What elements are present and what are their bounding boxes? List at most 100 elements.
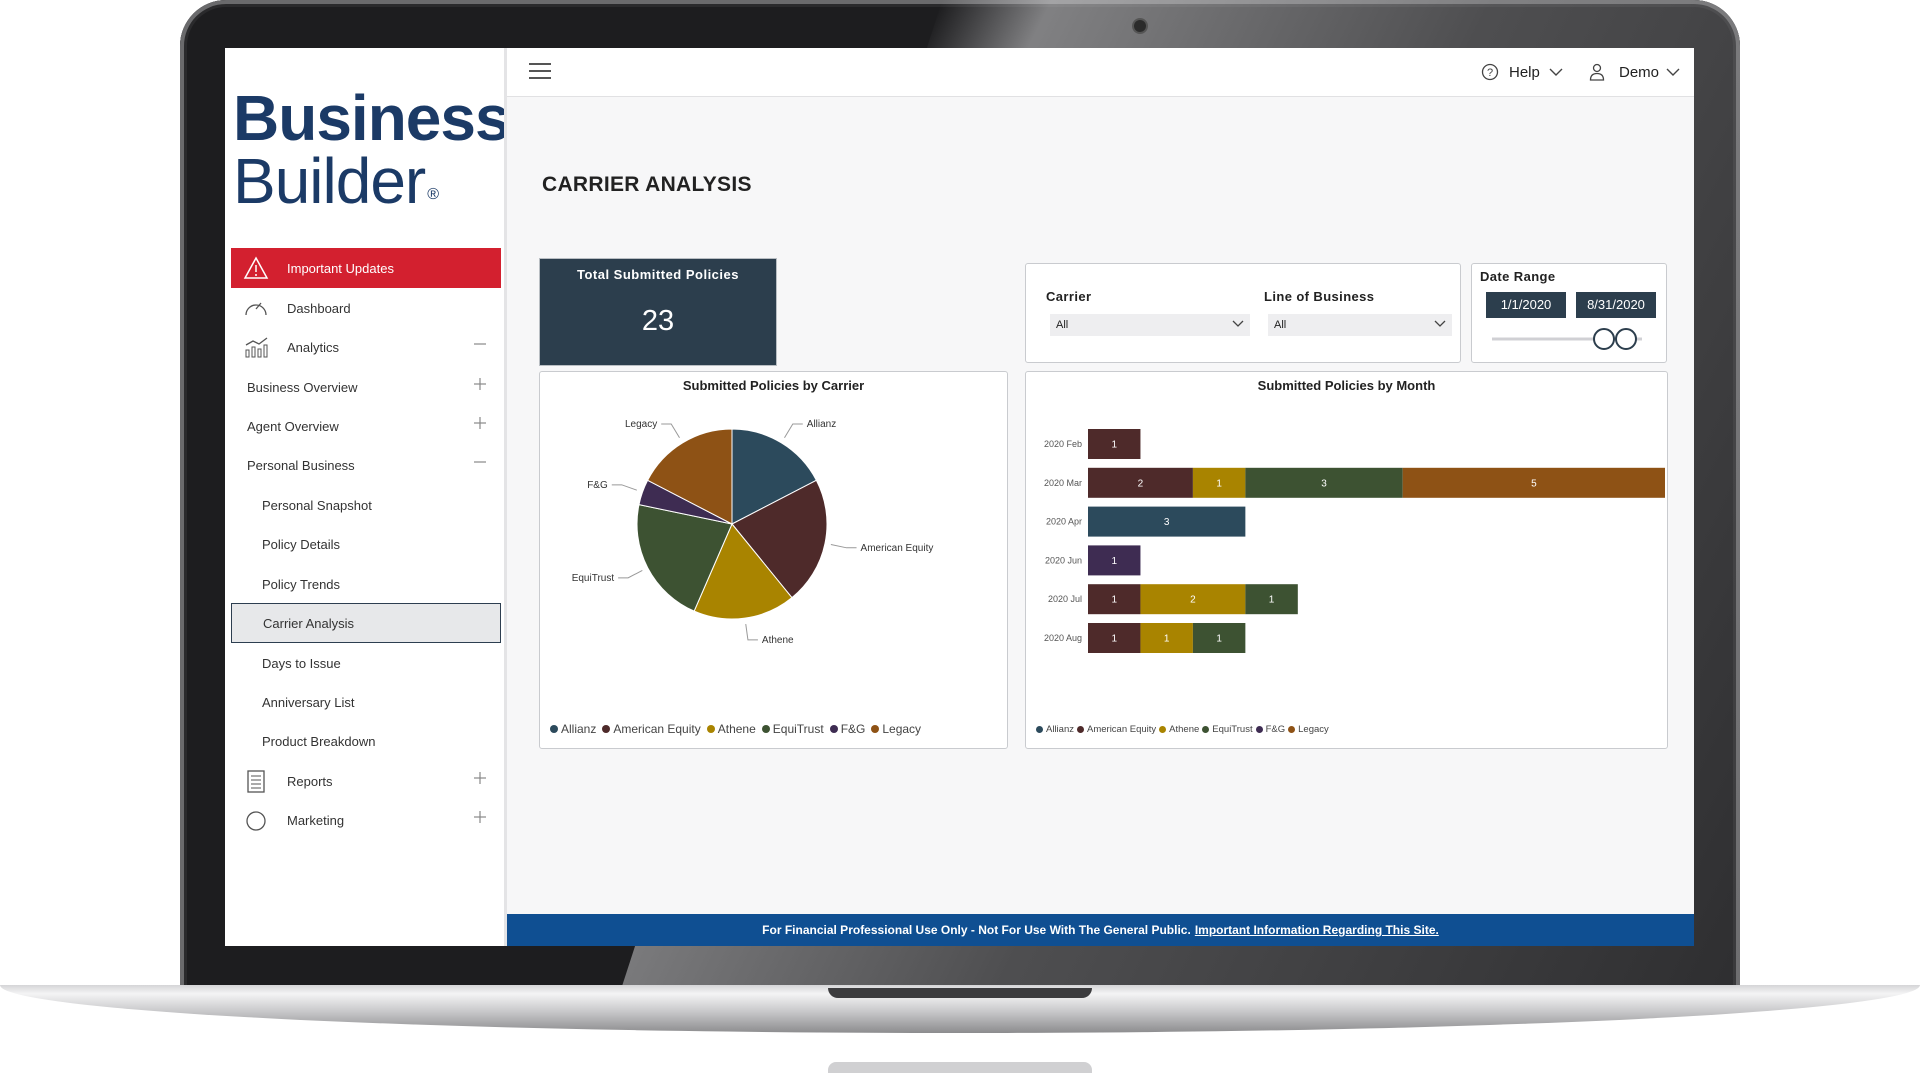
bar-data-label: 1	[1111, 556, 1117, 567]
kpi-value: 23	[641, 305, 675, 337]
expand-plus-icon[interactable]	[473, 416, 487, 430]
pie-slice-american-equity[interactable]	[731, 479, 828, 599]
legend-item-equitrust[interactable]: EquiTrust	[761, 722, 824, 736]
legend-item-f-g[interactable]: F&G	[829, 722, 865, 736]
bar-data-label: 1	[1111, 634, 1117, 645]
pie-leader-line	[618, 570, 643, 579]
pie-label-american-equity: American Equity	[861, 543, 934, 554]
sidebar-item-policy-details[interactable]: Policy Details	[231, 524, 501, 564]
sidebar-item-days-to-issue[interactable]: Days to Issue	[231, 643, 501, 683]
collapse-minus-icon[interactable]	[473, 337, 487, 351]
sidebar-item-personal-snapshot[interactable]: Personal Snapshot	[231, 485, 501, 525]
expand-plus-icon[interactable]	[473, 771, 487, 785]
bar-segment-american-equity[interactable]	[1088, 429, 1141, 459]
pie-slice-athene[interactable]	[693, 523, 793, 620]
lob-select-value: All	[1274, 319, 1287, 331]
legend-swatch	[1077, 726, 1084, 733]
sidebar-item-dashboard[interactable]: Dashboard	[231, 288, 501, 328]
date-range-slider[interactable]	[1492, 324, 1662, 354]
legend-swatch	[1036, 726, 1043, 733]
pie-leader-line	[784, 423, 803, 438]
bar-segment-american-equity[interactable]	[1088, 623, 1141, 653]
lob-select[interactable]: All	[1268, 314, 1452, 336]
sidebar-item-label: Policy Details	[262, 536, 341, 552]
expand-plus-icon[interactable]	[473, 810, 487, 824]
footer-disclaimer: For Financial Professional Use Only - No…	[507, 914, 1694, 946]
legend-swatch	[1159, 726, 1167, 733]
sidebar-item-business-overview[interactable]: Business Overview	[231, 367, 501, 407]
legend-label: American Equity	[1087, 724, 1157, 735]
bar-segment-equitrust[interactable]	[1245, 584, 1298, 615]
legend-item-legacy[interactable]: Legacy	[1288, 724, 1329, 735]
bar-category-label: 2020 Apr	[1046, 517, 1082, 527]
slider-start-handle[interactable]	[1593, 328, 1615, 350]
sidebar-item-personal-business[interactable]: Personal Business	[231, 445, 501, 485]
legend-item-american-equity[interactable]: American Equity	[602, 722, 701, 736]
logo-line2-text: Builder	[233, 145, 426, 217]
bar-segment-equitrust[interactable]	[1245, 467, 1403, 498]
pie-chart-title: Submitted Policies by Carrier	[682, 378, 865, 393]
bar-category-label: 2020 Jun	[1045, 555, 1082, 565]
help-menu[interactable]: ? Help	[1481, 61, 1564, 83]
bar-category-label: 2020 Feb	[1044, 439, 1082, 449]
date-end-field[interactable]: 8/31/2020	[1576, 292, 1656, 318]
bar-segment-athene[interactable]	[1140, 623, 1193, 653]
pie-slice-legacy[interactable]	[646, 428, 733, 525]
collapse-minus-icon[interactable]	[473, 455, 487, 469]
bar-data-label: 1	[1111, 595, 1117, 606]
sidebar-item-label: Business Overview	[247, 379, 358, 395]
pie-leader-line	[611, 484, 637, 491]
sidebar-item-product-breakdown[interactable]: Product Breakdown	[231, 721, 501, 761]
sidebar-item-policy-trends[interactable]: Policy Trends	[231, 564, 501, 604]
legend-label: Athene	[1169, 724, 1200, 735]
sidebar-item-agent-overview[interactable]: Agent Overview	[231, 406, 501, 446]
pie-label-legacy: Legacy	[625, 419, 657, 430]
bar-segment-legacy[interactable]	[1402, 467, 1665, 498]
chevron-down-icon	[1549, 68, 1563, 76]
pie-label-f-g: F&G	[587, 480, 608, 491]
hamburger-menu-icon[interactable]	[529, 62, 551, 80]
bar-segment-american-equity[interactable]	[1088, 467, 1193, 498]
legend-item-allianz[interactable]: Allianz	[550, 722, 596, 736]
bar-segment-f-g[interactable]	[1088, 545, 1141, 576]
pie-slice-allianz[interactable]	[731, 428, 818, 525]
sidebar-item-carrier-analysis[interactable]: Carrier Analysis	[231, 603, 501, 643]
bar-data-label: 2	[1190, 595, 1196, 606]
sidebar-item-important-updates[interactable]: Important Updates	[231, 248, 501, 288]
sidebar-item-marketing[interactable]: Marketing	[231, 800, 501, 840]
legend-swatch	[550, 725, 558, 733]
bar-segment-american-equity[interactable]	[1088, 584, 1141, 615]
legend-item-equitrust[interactable]: EquiTrust	[1202, 724, 1253, 735]
sidebar-item-label: Dashboard	[287, 300, 351, 316]
help-label: Help	[1509, 63, 1540, 81]
sidebar-item-analytics[interactable]: Analytics	[231, 327, 501, 367]
pie-label-athene: Athene	[762, 635, 794, 646]
pie-chart-panel: Submitted Policies by Carrier Allianz Ame…	[539, 371, 1008, 749]
slider-end-handle[interactable]	[1615, 328, 1637, 350]
bar-segment-athene[interactable]	[1192, 467, 1246, 498]
date-start-field[interactable]: 1/1/2020	[1486, 292, 1566, 318]
sidebar-item-anniversary-list[interactable]: Anniversary List	[231, 682, 501, 722]
sidebar-item-reports[interactable]: Reports	[231, 761, 501, 801]
footer-link[interactable]: Important Information Regarding This Sit…	[1194, 923, 1439, 937]
legend-item-athene[interactable]: Athene	[1159, 724, 1199, 735]
legend-item-american-equity[interactable]: American Equity	[1077, 724, 1156, 735]
top-bar: ? Help Demo	[507, 48, 1694, 97]
pie-slice-equitrust[interactable]	[636, 504, 733, 612]
legend-item-allianz[interactable]: Allianz	[1036, 724, 1074, 735]
legend-item-legacy[interactable]: Legacy	[871, 722, 921, 736]
bar-category-label: 2020 Mar	[1044, 478, 1082, 488]
legend-item-f-g[interactable]: F&G	[1255, 724, 1285, 735]
bar-segment-allianz[interactable]	[1088, 506, 1246, 537]
bar-segment-equitrust[interactable]	[1192, 623, 1246, 653]
bar-segment-athene[interactable]	[1140, 584, 1246, 615]
pie-leader-line	[745, 623, 758, 641]
analytics-icon	[245, 337, 268, 358]
expand-plus-icon[interactable]	[473, 377, 487, 391]
legend-item-athene[interactable]: Athene	[706, 722, 756, 736]
legend-label: Allianz	[1046, 724, 1074, 735]
user-menu[interactable]: Demo	[1589, 61, 1681, 83]
carrier-select[interactable]: All	[1050, 314, 1250, 336]
legend-swatch	[871, 725, 880, 733]
pie-label-allianz: Allianz	[807, 419, 836, 430]
